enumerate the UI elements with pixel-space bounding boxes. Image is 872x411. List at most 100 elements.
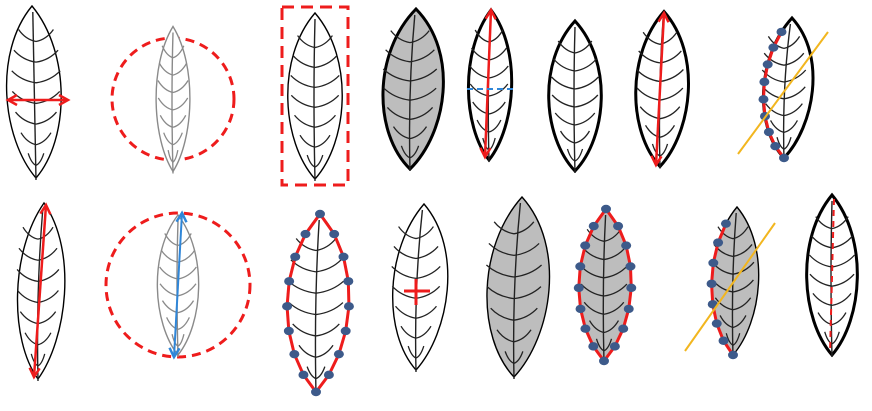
leaf-vein xyxy=(306,366,317,380)
leaf-vein xyxy=(574,148,584,162)
leaf-vein xyxy=(554,112,576,126)
leaf-vein xyxy=(824,331,833,345)
leaf-midrib xyxy=(36,208,44,382)
leaf-vein xyxy=(761,69,785,83)
leaf-vein xyxy=(385,49,411,63)
leaf-vein xyxy=(314,55,338,69)
landmark-point xyxy=(759,77,770,87)
leaf-vein xyxy=(603,301,625,315)
panel-centroid xyxy=(391,202,449,373)
leaf-vein xyxy=(783,137,792,150)
leaf-vein xyxy=(557,40,576,54)
landmark-point xyxy=(626,283,637,293)
landmark-point xyxy=(601,204,611,214)
landmark-point xyxy=(340,326,351,336)
panel-filled-with-landmarks xyxy=(573,204,637,366)
leaf-vein xyxy=(714,297,734,311)
leaf-vein xyxy=(574,58,597,72)
leaf-vein xyxy=(476,119,490,133)
landmark-point xyxy=(779,153,789,163)
leaf-vein xyxy=(831,273,855,287)
leaf-midrib xyxy=(314,219,320,395)
leaf-vein xyxy=(725,333,734,346)
leaf-vein xyxy=(37,353,46,367)
landmark-point xyxy=(770,141,781,151)
arrowhead xyxy=(484,7,497,20)
leaf-vein xyxy=(659,106,681,120)
leaf-midrib xyxy=(171,32,174,174)
panel-full-contour-landmarks xyxy=(282,209,354,397)
leaf-vein xyxy=(783,69,807,83)
symmetry-line xyxy=(737,31,829,155)
leaf-vein xyxy=(513,221,535,235)
leaf-vein xyxy=(551,76,576,90)
leaf-vein xyxy=(177,334,185,347)
measurement-arrow xyxy=(654,12,666,166)
arrowhead xyxy=(479,147,492,160)
landmark-point xyxy=(618,324,629,333)
leaf-vein xyxy=(157,97,174,111)
arrowhead xyxy=(28,367,41,380)
leaf-vein xyxy=(783,86,806,100)
panel-midline-dashed xyxy=(805,192,859,358)
landmark-point xyxy=(338,252,349,262)
leaf-vein xyxy=(831,312,847,326)
leaf-vein xyxy=(159,266,179,280)
leaf-vein xyxy=(315,280,345,294)
leaf-vein xyxy=(732,261,755,275)
leaf-vein xyxy=(470,47,490,61)
landmark-point xyxy=(706,279,717,288)
leaf-vein xyxy=(783,36,801,50)
leaf-vein xyxy=(831,216,849,230)
leaf-vein xyxy=(18,247,39,261)
landmark-point xyxy=(315,209,325,219)
leaf-vein xyxy=(574,76,599,90)
leaf-vein xyxy=(513,286,542,300)
leaf-vein xyxy=(314,134,331,148)
leaf-vein xyxy=(659,69,684,83)
bounding-rectangle xyxy=(280,5,350,187)
leaf-vein xyxy=(513,242,540,257)
leaf-vein xyxy=(513,351,524,365)
arrowhead xyxy=(58,93,71,107)
leaf-vein xyxy=(290,94,316,108)
leaf-vein xyxy=(15,111,37,125)
leaf-vein xyxy=(732,333,741,346)
leaf-vein xyxy=(290,74,316,89)
leaf-vein xyxy=(809,273,833,287)
leaf-vein xyxy=(808,254,833,268)
arrowhead xyxy=(39,202,52,215)
leaf-vein xyxy=(659,143,669,157)
arrowhead xyxy=(175,210,188,223)
leaf-vein xyxy=(409,87,437,101)
leaf-vein xyxy=(35,29,54,43)
panel-bounding-circle xyxy=(110,25,236,174)
leaf-vein xyxy=(382,68,411,82)
leaf-vein xyxy=(488,83,509,97)
landmark-point xyxy=(311,387,321,397)
leaf-vein xyxy=(159,115,174,128)
leaf-vein xyxy=(391,285,417,299)
arrowhead xyxy=(168,347,181,360)
leaf-vein xyxy=(177,283,197,297)
symmetry-line xyxy=(684,222,776,352)
panel-width-arrow xyxy=(5,4,71,181)
leaf-vein xyxy=(315,302,344,316)
landmark-point xyxy=(329,229,340,239)
leaf-vein xyxy=(160,249,179,263)
leaf-vein xyxy=(37,332,52,346)
leaf-vein xyxy=(636,69,661,83)
landmark-point xyxy=(776,27,787,37)
leaf-vein xyxy=(783,103,803,117)
leaf-vein xyxy=(831,235,854,249)
leaf-vein xyxy=(415,226,434,240)
leaf-vein xyxy=(172,132,183,146)
leaf-vein xyxy=(719,315,734,329)
leaf-vein xyxy=(18,29,37,43)
leaf-vein xyxy=(295,238,317,252)
leaf-vein xyxy=(292,323,317,337)
leaf-vein xyxy=(315,259,342,273)
panel-filled-area xyxy=(381,6,445,172)
leaf-vein xyxy=(486,286,515,300)
leaf-vein xyxy=(415,246,439,260)
